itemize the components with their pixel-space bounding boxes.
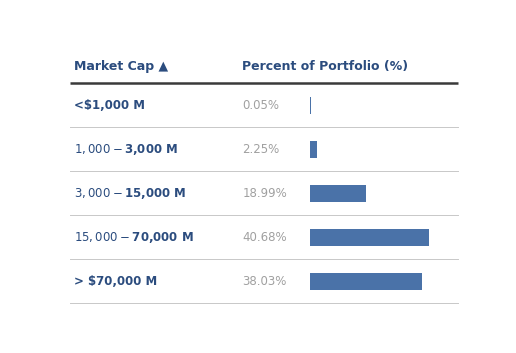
Bar: [311, 185, 366, 202]
Text: Market Cap ▲: Market Cap ▲: [74, 60, 169, 73]
Text: 38.03%: 38.03%: [243, 275, 287, 288]
Bar: [311, 229, 429, 246]
Text: > $70,000 M: > $70,000 M: [74, 275, 158, 288]
Text: 2.25%: 2.25%: [243, 143, 280, 156]
Text: <$1,000 M: <$1,000 M: [74, 98, 146, 112]
Text: $1,000-$3,000 M: $1,000-$3,000 M: [74, 142, 179, 157]
Bar: [311, 141, 317, 157]
Text: 18.99%: 18.99%: [243, 187, 287, 200]
Text: 40.68%: 40.68%: [243, 231, 287, 244]
Bar: [311, 273, 422, 290]
Text: $3,000-$15,000 M: $3,000-$15,000 M: [74, 186, 187, 201]
Text: 0.05%: 0.05%: [243, 98, 280, 112]
Text: $15,000-$70,000 M: $15,000-$70,000 M: [74, 230, 195, 245]
Text: Percent of Portfolio (%): Percent of Portfolio (%): [243, 60, 409, 73]
